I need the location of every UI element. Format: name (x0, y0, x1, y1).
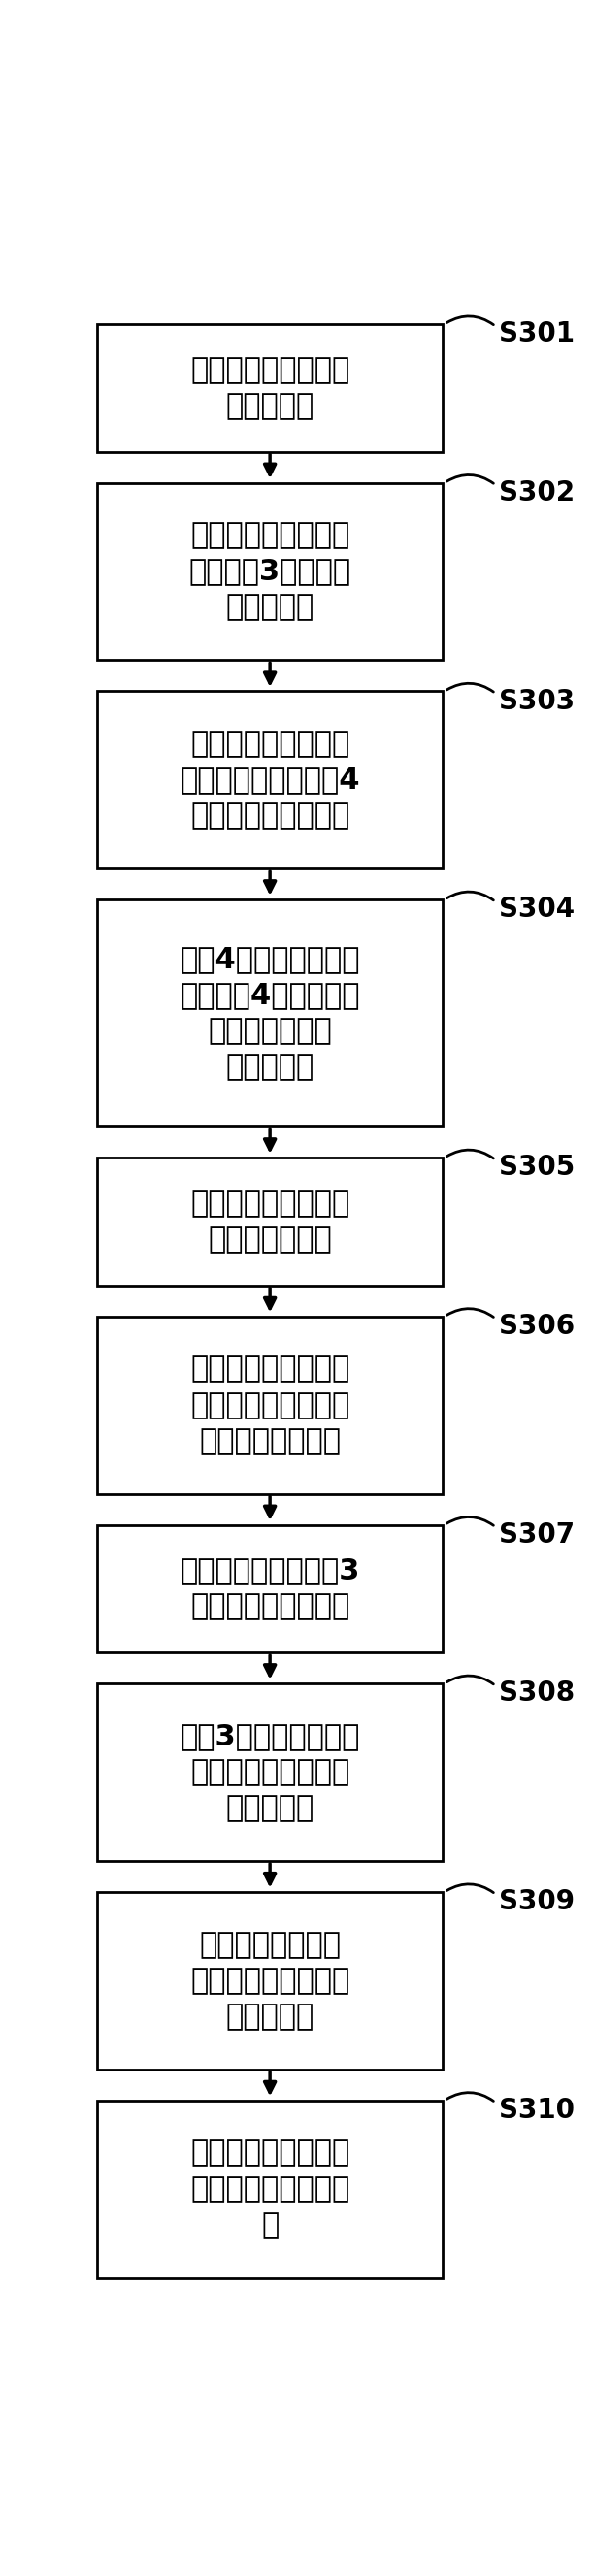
Text: 在每个局部坐标系上
测量任意3个辅助点
的局部坐标: 在每个局部坐标系上 测量任意3个辅助点 的局部坐标 (189, 520, 351, 621)
Bar (97, 1685, 443, 1860)
Text: S310: S310 (499, 2097, 575, 2123)
Bar (97, 325, 443, 451)
Text: S305: S305 (499, 1154, 575, 1182)
Text: 计算3个辅助点的局部
坐标和全局坐标之间
的转换关系: 计算3个辅助点的局部 坐标和全局坐标之间 的转换关系 (180, 1723, 360, 1821)
Text: S304: S304 (499, 896, 575, 922)
Bar (97, 690, 443, 868)
Text: 根据转换关系将球
心局部坐标转换为球
心全局坐标: 根据转换关系将球 心局部坐标转换为球 心全局坐标 (190, 1929, 350, 2030)
Text: 测量在工艺球头和球
窝的接触面上的任意4
个测量点的局部坐标: 测量在工艺球头和球 窝的接触面上的任意4 个测量点的局部坐标 (180, 729, 360, 829)
Text: 在全局坐标系上测量3
个辅助点的全局坐标: 在全局坐标系上测量3 个辅助点的全局坐标 (180, 1556, 360, 1620)
Text: 将飞机大部件固定在
多个支撑部件上: 将飞机大部件固定在 多个支撑部件上 (190, 1190, 350, 1255)
Bar (97, 482, 443, 659)
Text: 为每个支撑部件建立
局部坐标系: 为每个支撑部件建立 局部坐标系 (190, 355, 350, 420)
Bar (97, 1316, 443, 1494)
Text: 将球心全局坐标传递
给下一站位的支撑部
件: 将球心全局坐标传递 给下一站位的支撑部 件 (190, 2138, 350, 2239)
Bar (97, 2099, 443, 2277)
Text: 根据4个测量点的局部
坐标计算4个测量点包
络成的球面的球
心局部坐标: 根据4个测量点的局部 坐标计算4个测量点包 络成的球面的球 心局部坐标 (180, 945, 360, 1082)
Bar (97, 1891, 443, 2069)
Bar (97, 1157, 443, 1285)
Text: S303: S303 (499, 688, 575, 714)
Bar (97, 1525, 443, 1651)
Text: S309: S309 (499, 1888, 575, 1917)
Text: S302: S302 (499, 479, 575, 507)
Text: S308: S308 (499, 1680, 575, 1708)
Text: S301: S301 (499, 319, 575, 348)
Text: S307: S307 (499, 1520, 575, 1548)
Text: S306: S306 (499, 1314, 575, 1340)
Text: 为由多个支撑部件构
成的飞机装配现场平
台建立全局坐标系: 为由多个支撑部件构 成的飞机装配现场平 台建立全局坐标系 (190, 1355, 350, 1455)
Bar (97, 899, 443, 1126)
